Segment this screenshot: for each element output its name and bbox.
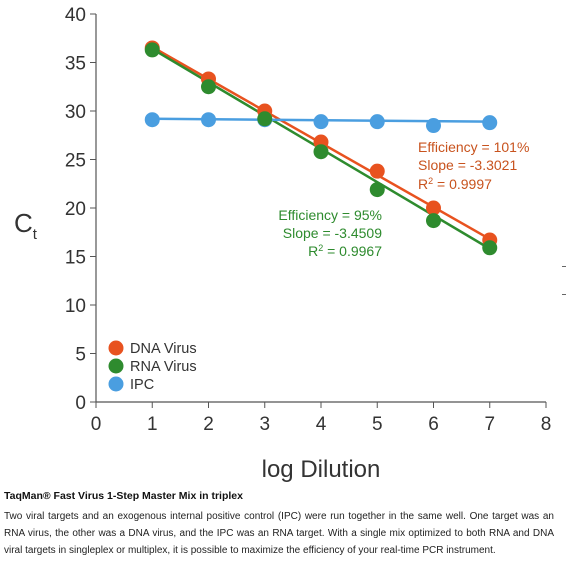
- dna-virus-legend-label: DNA Virus: [130, 341, 197, 357]
- rna-virus-legend-marker: [108, 358, 124, 374]
- dna-r2-value: = 0.9997: [433, 176, 492, 192]
- dna-annotation: Efficiency = 101% Slope = -3.3021 R2 = 0…: [418, 139, 529, 192]
- rna-virus-point: [482, 240, 498, 256]
- y-tick-label: 25: [65, 151, 86, 172]
- ipc-point: [369, 114, 385, 130]
- y-axis-title: Ct: [14, 208, 38, 243]
- rna-virus-point: [369, 182, 385, 198]
- dna-r2-sup: 2: [428, 176, 433, 186]
- dna-virus-legend-marker: [108, 340, 124, 356]
- dna-r2-prefix: R: [418, 176, 428, 192]
- y-tick-label: 0: [75, 393, 86, 414]
- rna-virus-point: [201, 79, 216, 95]
- rna-virus-legend-label: RNA Virus: [130, 359, 197, 375]
- legend: DNA Virus RNA Virus IPC: [108, 340, 197, 393]
- rna-r2-text: R2 = 0.9967: [308, 243, 382, 259]
- rna-slope-text: Slope = -3.4509: [283, 225, 382, 241]
- x-axis-title: log Dilution: [262, 456, 381, 483]
- y-tick-label: 40: [65, 5, 86, 26]
- dna-r2-text: R2 = 0.9997: [418, 176, 492, 192]
- dna-slope-text: Slope = -3.3021: [418, 157, 517, 173]
- ipc-point: [482, 115, 498, 131]
- axes: 0 5 10 15 20 25 30 35 40 0 1 2 3 4 5 6 7 8: [65, 5, 551, 435]
- caption-title: TaqMan® Fast Virus 1-Step Master Mix in …: [4, 490, 243, 502]
- rna-r2-sup: 2: [318, 243, 323, 253]
- caption-body: Two viral targets and an exogenous inter…: [4, 511, 554, 556]
- y-tick-label: 10: [65, 296, 86, 317]
- dna-efficiency-text: Efficiency = 101%: [418, 139, 529, 155]
- y-tick-label: 35: [65, 54, 86, 75]
- y-tick-label: 30: [65, 102, 86, 123]
- dna-virus-point: [426, 200, 441, 216]
- rna-virus-point: [313, 144, 329, 160]
- rna-efficiency-text: Efficiency = 95%: [278, 207, 382, 223]
- ipc-point: [201, 112, 216, 128]
- rna-annotation: Efficiency = 95% Slope = -3.4509 R2 = 0.…: [278, 207, 382, 259]
- rna-virus-point: [144, 42, 160, 58]
- y-tick-label: 20: [65, 199, 86, 220]
- x-tick-label: 1: [147, 414, 158, 435]
- y-tick-label: 15: [65, 248, 86, 269]
- x-tick-label: 5: [372, 414, 383, 435]
- x-tick-label: 6: [428, 414, 439, 435]
- ipc-point: [144, 112, 160, 128]
- ct-vs-log-dilution-chart: 0 5 10 15 20 25 30 35 40 0 1 2 3 4 5 6 7 8 Ct log Dilutio…: [14, 5, 551, 483]
- y-axis-title-main: C: [14, 208, 33, 238]
- x-tick-label: 4: [316, 414, 327, 435]
- ipc-legend-marker: [108, 376, 124, 392]
- x-tick-label: 7: [484, 414, 495, 435]
- rna-virus-point: [426, 213, 441, 229]
- x-tick-label: 0: [91, 414, 102, 435]
- ipc-point: [426, 118, 441, 134]
- y-axis-title-subscript: t: [33, 226, 38, 243]
- x-tick-label: 2: [203, 414, 214, 435]
- rna-r2-prefix: R: [308, 243, 318, 259]
- x-tick-label: 3: [259, 414, 270, 435]
- x-tick-label: 8: [541, 414, 552, 435]
- dna-virus-point: [369, 163, 385, 179]
- data-points: [144, 40, 498, 256]
- ipc-legend-label: IPC: [130, 377, 154, 393]
- rna-r2-value: = 0.9967: [323, 243, 382, 259]
- right-edge-tick: [562, 294, 566, 295]
- right-edge-tick: [562, 266, 566, 267]
- rna-virus-point: [257, 111, 273, 127]
- y-tick-label: 5: [75, 345, 86, 366]
- ipc-point: [313, 114, 329, 130]
